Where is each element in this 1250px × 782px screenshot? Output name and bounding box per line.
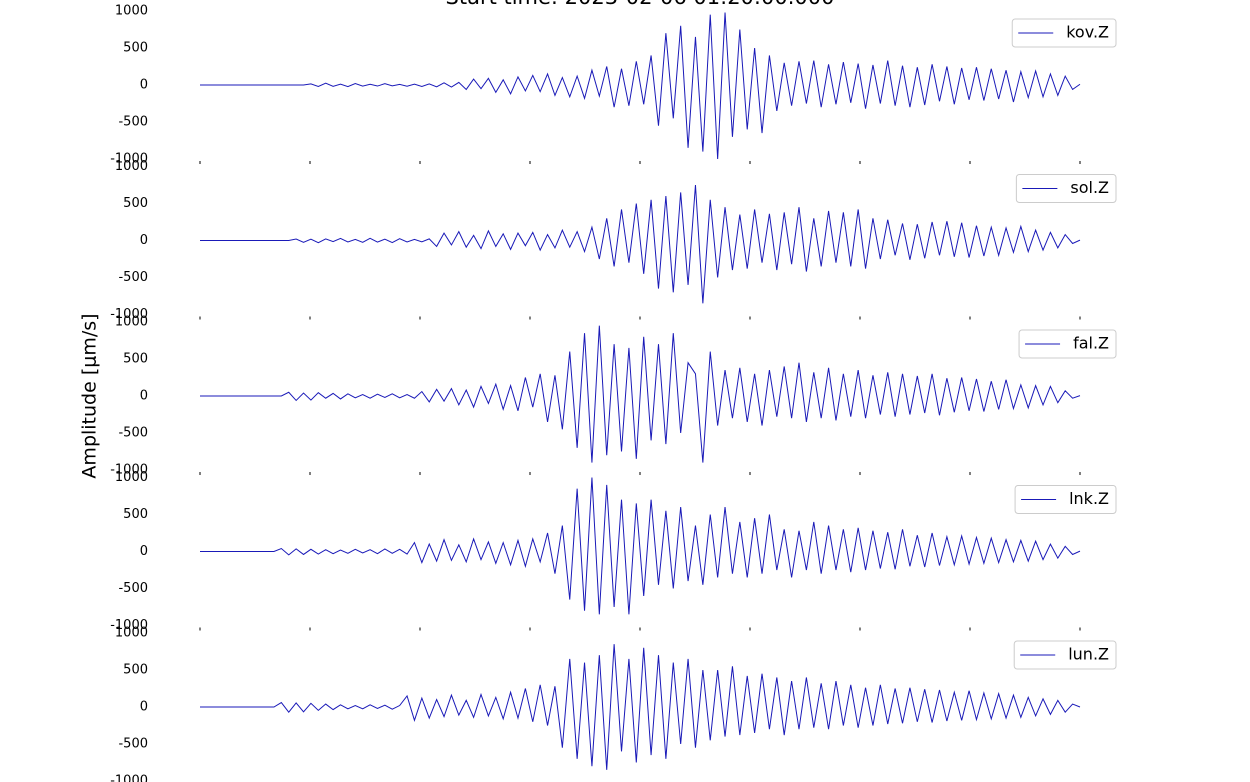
trace	[200, 12, 1081, 160]
y-tick-label: 500	[123, 196, 148, 211]
y-tick-label: -1000	[110, 774, 148, 782]
y-tick-label: -500	[118, 270, 148, 285]
legend-label: sol.Z	[1070, 178, 1109, 197]
trace	[200, 644, 1081, 770]
legend: lnk.Z	[1014, 485, 1117, 514]
trace	[200, 184, 1081, 304]
legend-label: lnk.Z	[1069, 489, 1109, 508]
y-tick-label: 500	[123, 352, 148, 367]
y-tick-label: -500	[118, 581, 148, 596]
y-tick-label: 1000	[115, 626, 148, 641]
legend: sol.Z	[1015, 174, 1117, 203]
legend: fal.Z	[1018, 329, 1117, 359]
y-tick-label: -1000	[110, 152, 148, 167]
y-tick-label: 500	[123, 663, 148, 678]
y-tick-label: -1000	[110, 307, 148, 322]
y-tick-label: 1000	[115, 470, 148, 485]
legend-box	[1013, 640, 1117, 670]
y-tick-label: -1000	[110, 618, 148, 633]
y-tick-label: 0	[140, 233, 148, 248]
legend: kov.Z	[1011, 18, 1117, 48]
title: Start time: 2023-02-06 01:20:00.000	[446, 0, 835, 9]
y-tick-label: -1000	[110, 463, 148, 478]
y-tick-label: 0	[140, 700, 148, 715]
y-tick-label: 0	[140, 78, 148, 93]
legend-box	[1011, 18, 1117, 48]
legend-box	[1014, 485, 1117, 514]
legend-box	[1015, 174, 1117, 203]
trace	[200, 325, 1081, 463]
y-tick-label: 1000	[115, 159, 148, 174]
y-tick-label: 1000	[115, 315, 148, 330]
y-tick-label: 500	[123, 41, 148, 56]
y-tick-label: -500	[118, 426, 148, 441]
y-axis-label: Amplitude [μm/s]	[79, 313, 101, 478]
legend-label: fal.Z	[1073, 334, 1109, 353]
legend: lun.Z	[1013, 640, 1117, 670]
y-tick-label: -500	[118, 115, 148, 130]
trace	[200, 477, 1081, 615]
legend-label: kov.Z	[1066, 23, 1109, 42]
y-tick-label: 0	[140, 389, 148, 404]
y-tick-label: 1000	[115, 4, 148, 19]
y-tick-label: 500	[123, 507, 148, 522]
y-tick-label: 0	[140, 544, 148, 559]
legend-box	[1018, 329, 1117, 359]
legend-label: lun.Z	[1068, 645, 1109, 664]
y-tick-label: -500	[118, 737, 148, 752]
